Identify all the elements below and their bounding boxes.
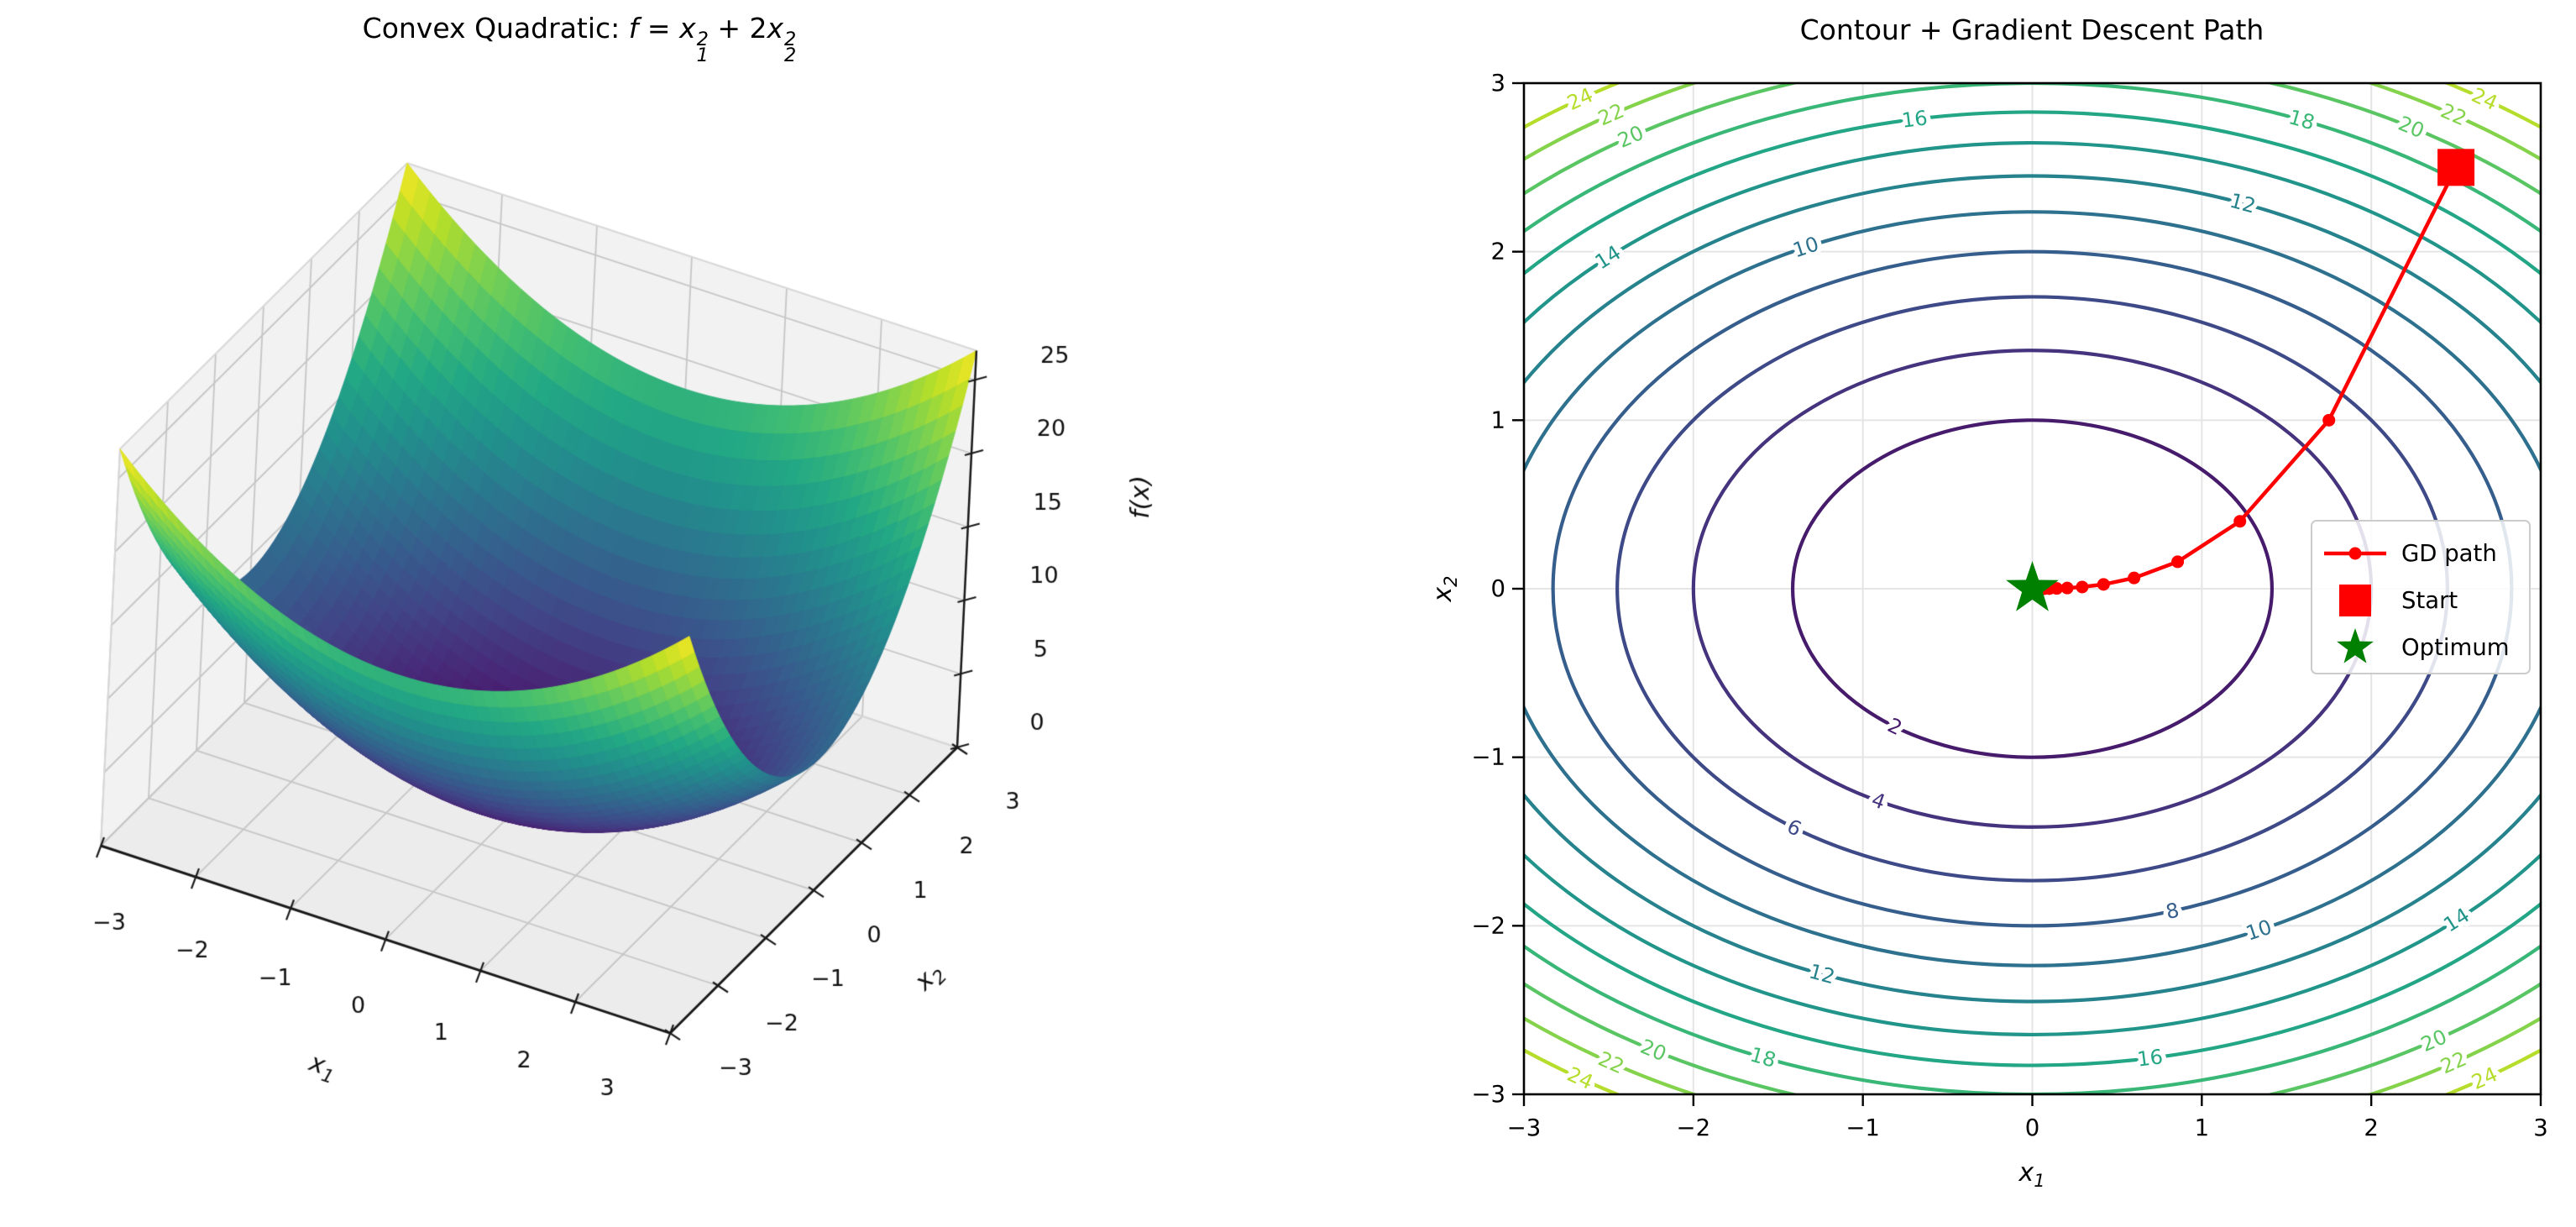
gd-path-point-1: [2322, 413, 2336, 427]
legend-dot-sample: [2348, 547, 2362, 560]
contour-lines: [1524, 83, 2541, 1094]
y-tick-label: −2: [1471, 912, 1505, 939]
contour-label-20: 20: [1637, 1035, 1670, 1066]
contour-level-2: [1790, 418, 2275, 759]
title-plus: + 2: [708, 12, 767, 45]
contour-level-14: [1524, 141, 2541, 1036]
contour-label-10: 10: [1790, 232, 1822, 262]
contour-label-8: 8: [2164, 899, 2181, 925]
contour-label-2: 2: [1884, 713, 1906, 740]
contour-label-22: 22: [2437, 99, 2470, 131]
legend-star-sample: [2337, 628, 2374, 663]
title-equals: =: [638, 12, 680, 45]
contour-label-16: 16: [2136, 1045, 2165, 1072]
gd-path-point-4: [2128, 571, 2141, 585]
x-tick-label: 0: [2025, 1114, 2040, 1141]
gd-path-point-3: [2171, 555, 2185, 569]
contour-label-4: 4: [1868, 788, 1888, 815]
contour-label-10: 10: [2243, 915, 2275, 946]
legend-square-sample: [2339, 585, 2371, 616]
y-tick-label: −3: [1471, 1081, 1505, 1108]
contour-label-14: 14: [2439, 904, 2474, 937]
y-tick-label: 0: [1491, 575, 1506, 602]
contour-label-18: 18: [1747, 1043, 1778, 1072]
contour-label-12: 12: [1807, 959, 1838, 988]
gd-path-group: [2006, 149, 2475, 611]
legend-box: [2311, 520, 2531, 674]
y-tick-label: 1: [1491, 406, 1506, 433]
contour-label-24: 24: [1563, 83, 1596, 115]
contour-plot-title: Contour + Gradient Descent Path: [1800, 13, 2264, 46]
legend-label-2: Optimum: [2401, 634, 2510, 661]
contour-label-24: 24: [2468, 1062, 2500, 1094]
gd-path-point-7: [2060, 581, 2074, 595]
start-marker: [2437, 149, 2475, 186]
contour-label-24: 24: [2468, 83, 2500, 115]
x-tick-label: −1: [1846, 1114, 1880, 1141]
contour-label-20: 20: [2395, 112, 2427, 143]
gd-path-point-2: [2233, 515, 2247, 528]
contour-label-18: 18: [2286, 105, 2317, 134]
contour-xlabel: x1: [2018, 1158, 2045, 1191]
legend-label-0: GD path: [2401, 540, 2497, 567]
contour-label-12: 12: [2228, 189, 2259, 218]
surface-plot-canvas: [0, 0, 1310, 1227]
contour-label-22: 22: [1594, 99, 1627, 131]
legend: GD path Start Optimum: [2311, 520, 2531, 674]
contour-label-14: 14: [1591, 240, 1626, 274]
contour-label-20: 20: [2417, 1025, 2450, 1057]
contour-label-22: 22: [1594, 1046, 1627, 1078]
y-tick-label: 3: [1491, 70, 1506, 97]
x-tick-label: −3: [1507, 1114, 1542, 1141]
x-tick-label: 3: [2533, 1114, 2548, 1141]
gd-path-point-5: [2097, 578, 2110, 591]
optimum-marker: [2006, 561, 2059, 611]
title-text: Convex Quadratic:: [362, 12, 629, 45]
y-tick-label: 2: [1491, 239, 1506, 265]
contour-label-22: 22: [2437, 1046, 2470, 1078]
title-x2: x: [767, 12, 784, 45]
contour-label-24: 24: [1563, 1062, 1596, 1094]
contour-level-10: [1524, 210, 2541, 967]
x-tick-label: 1: [2195, 1114, 2210, 1141]
title-x1: x: [679, 12, 696, 45]
x-tick-label: 2: [2364, 1114, 2379, 1141]
gd-path-point-6: [2076, 580, 2089, 594]
contour-label-20: 20: [1615, 121, 1647, 153]
contour-ylabel: x2: [1428, 575, 1461, 602]
contour-level-16: [1524, 110, 2541, 1067]
title-f: f: [628, 12, 639, 45]
y-tick-label: −1: [1471, 744, 1505, 771]
contour-label-6: 6: [1783, 815, 1805, 842]
contour-level-12: [1524, 174, 2541, 1004]
contour-label-16: 16: [1900, 106, 1929, 133]
legend-label-1: Start: [2401, 587, 2458, 614]
x-tick-label: −2: [1677, 1114, 1711, 1141]
